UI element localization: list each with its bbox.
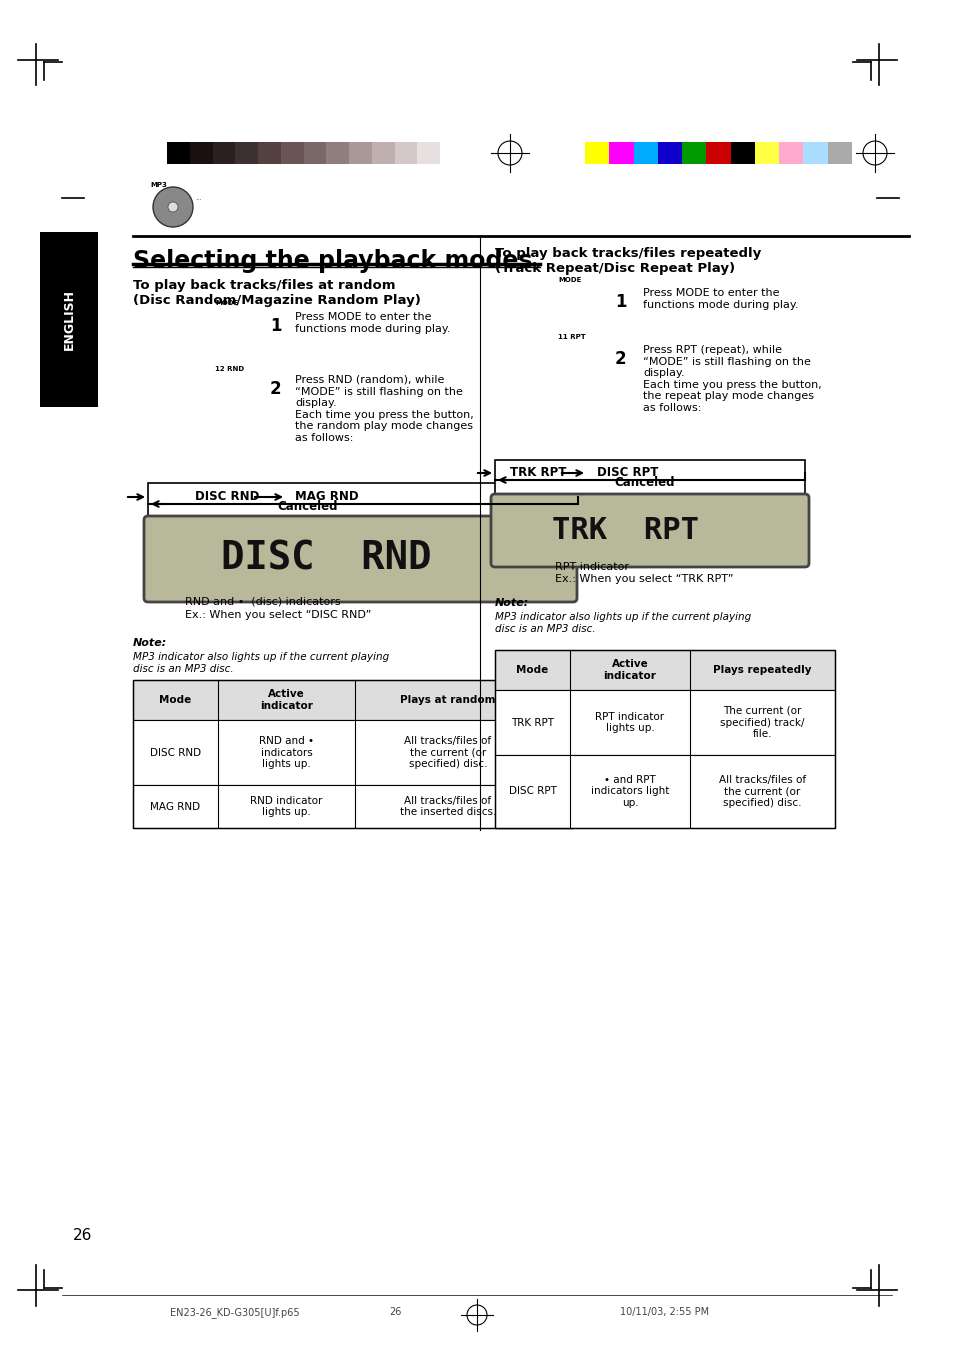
Text: RND and •  (disc) indicators: RND and • (disc) indicators (185, 597, 340, 607)
Text: DISC RND: DISC RND (194, 490, 259, 504)
Bar (235, 142, 258, 163)
FancyBboxPatch shape (491, 494, 808, 567)
Bar (326, 142, 349, 163)
Bar (417, 142, 439, 163)
Bar (40, 232, 98, 407)
Text: 11 RPT: 11 RPT (558, 334, 585, 340)
Bar (495, 650, 834, 690)
Circle shape (152, 186, 193, 227)
Text: 1: 1 (615, 293, 626, 311)
Text: Active
indicator: Active indicator (260, 689, 313, 711)
Text: 2: 2 (615, 350, 626, 367)
Text: MAG RND: MAG RND (294, 490, 358, 504)
Text: Plays at random: Plays at random (400, 694, 496, 705)
Text: All tracks/files of
the inserted discs.: All tracks/files of the inserted discs. (399, 796, 496, 817)
Text: RPT indicator
lights up.: RPT indicator lights up. (595, 712, 664, 734)
Text: DISC RND: DISC RND (150, 747, 201, 758)
Bar (132, 720, 573, 785)
Bar (730, 142, 754, 163)
Bar (705, 142, 730, 163)
Bar (132, 785, 573, 828)
Bar (827, 142, 851, 163)
Text: All tracks/files of
the current (or
specified) disc.: All tracks/files of the current (or spec… (404, 736, 491, 769)
Text: 10/11/03, 2:55 PM: 10/11/03, 2:55 PM (619, 1306, 708, 1317)
Bar (609, 142, 633, 163)
Text: MP3 indicator also lights up if the current playing
disc is an MP3 disc.: MP3 indicator also lights up if the curr… (132, 653, 389, 674)
Text: Active
indicator: Active indicator (603, 659, 656, 681)
Text: Canceled: Canceled (277, 500, 338, 512)
Text: Note:: Note: (132, 638, 167, 648)
Bar (779, 142, 802, 163)
Text: MP3: MP3 (150, 182, 167, 188)
Text: Press RPT (repeat), while
“MODE” is still flashing on the
display.
Each time you: Press RPT (repeat), while “MODE” is stil… (642, 345, 821, 413)
Bar (372, 142, 395, 163)
Text: Ex.: When you select “DISC RND”: Ex.: When you select “DISC RND” (185, 611, 371, 620)
Text: Plays repeatedly: Plays repeatedly (713, 665, 811, 676)
Text: Canceled: Canceled (614, 476, 675, 489)
Bar (658, 142, 681, 163)
Bar (280, 142, 303, 163)
Bar (190, 142, 213, 163)
Text: RPT indicator: RPT indicator (555, 562, 628, 571)
Bar (167, 142, 190, 163)
Bar (802, 142, 827, 163)
Text: To play back tracks/files repeatedly
(Track Repeat/Disc Repeat Play): To play back tracks/files repeatedly (Tr… (495, 247, 760, 276)
Text: MP3 indicator also lights up if the current playing
disc is an MP3 disc.: MP3 indicator also lights up if the curr… (495, 612, 750, 634)
Text: DISC RPT: DISC RPT (508, 786, 556, 797)
Text: MAG RND: MAG RND (151, 801, 200, 812)
Text: TRK RPT: TRK RPT (511, 717, 554, 727)
Bar (681, 142, 705, 163)
Text: 26: 26 (389, 1306, 401, 1317)
Circle shape (168, 203, 178, 212)
Bar (754, 142, 779, 163)
Text: MODE: MODE (558, 277, 580, 282)
FancyBboxPatch shape (144, 516, 577, 603)
Text: Selecting the playback modes: Selecting the playback modes (132, 249, 532, 273)
Bar (584, 142, 609, 163)
Text: All tracks/files of
the current (or
specified) disc.: All tracks/files of the current (or spec… (719, 775, 805, 808)
Bar (495, 650, 834, 828)
Bar (258, 142, 280, 163)
Text: 12 RND: 12 RND (214, 366, 244, 372)
Bar (633, 142, 658, 163)
Text: 26: 26 (73, 1228, 92, 1243)
Text: DISC RPT: DISC RPT (597, 466, 658, 480)
Text: MODE: MODE (214, 300, 238, 305)
Bar (132, 680, 573, 828)
Text: Press MODE to enter the
functions mode during play.: Press MODE to enter the functions mode d… (642, 288, 798, 309)
Text: Note:: Note: (495, 598, 529, 608)
Text: RND indicator
lights up.: RND indicator lights up. (250, 796, 322, 817)
Bar (439, 142, 462, 163)
Text: • and RPT
indicators light
up.: • and RPT indicators light up. (590, 775, 668, 808)
Text: DISC  RND: DISC RND (221, 540, 432, 578)
Text: The current (or
specified) track/
file.: The current (or specified) track/ file. (720, 707, 804, 739)
Text: Press MODE to enter the
functions mode during play.: Press MODE to enter the functions mode d… (294, 312, 450, 334)
Text: Mode: Mode (159, 694, 192, 705)
Bar (303, 142, 326, 163)
Text: ENGLISH: ENGLISH (63, 289, 75, 350)
Text: 2: 2 (270, 380, 281, 399)
Text: TRK RPT: TRK RPT (510, 466, 566, 480)
Text: TRK  RPT: TRK RPT (551, 516, 698, 544)
Bar (132, 680, 573, 720)
Text: ···: ··· (194, 197, 201, 203)
Text: 1: 1 (270, 317, 281, 335)
Bar (213, 142, 235, 163)
Text: RND and •
indicators
lights up.: RND and • indicators lights up. (258, 736, 314, 769)
Bar (495, 690, 834, 755)
Text: Press RND (random), while
“MODE” is still flashing on the
display.
Each time you: Press RND (random), while “MODE” is stil… (294, 376, 474, 443)
Text: Ex.: When you select “TRK RPT”: Ex.: When you select “TRK RPT” (555, 574, 733, 584)
Bar (148, 484, 578, 526)
Bar (349, 142, 372, 163)
Text: EN23-26_KD-G305[U]f.p65: EN23-26_KD-G305[U]f.p65 (170, 1306, 299, 1319)
Text: Mode: Mode (516, 665, 548, 676)
Bar (495, 755, 834, 828)
Bar (495, 459, 804, 499)
Text: To play back tracks/files at random
(Disc Random/Magazine Random Play): To play back tracks/files at random (Dis… (132, 280, 420, 307)
Bar (395, 142, 417, 163)
